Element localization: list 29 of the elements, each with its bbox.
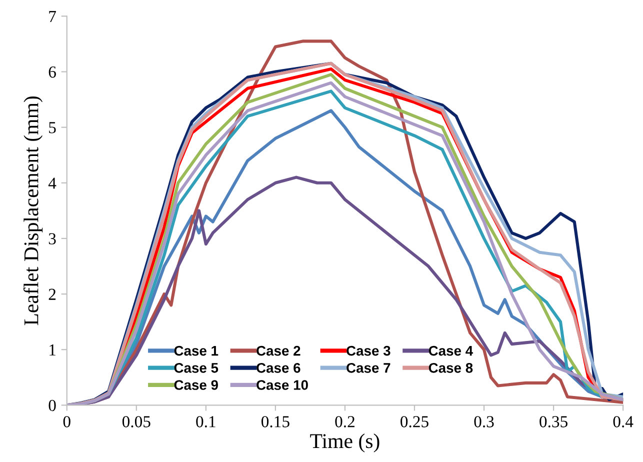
y-tick-label: 4 bbox=[48, 178, 56, 189]
legend-label: Case 8 bbox=[428, 362, 473, 373]
legend-label: Case 2 bbox=[256, 346, 300, 356]
legend-label: Case 7 bbox=[346, 362, 390, 373]
legend-label: Case 6 bbox=[256, 362, 300, 373]
y-tick-label: 6 bbox=[48, 66, 56, 78]
y-tick-label: 5 bbox=[49, 122, 56, 134]
x-tick-label: 0.2 bbox=[335, 416, 354, 428]
x-tick-label: 0.25 bbox=[400, 416, 428, 428]
x-tick-label: 0.15 bbox=[261, 416, 290, 428]
legend-label: Case 3 bbox=[346, 346, 390, 356]
x-tick-label: 0.4 bbox=[613, 416, 634, 428]
legend-label: Case 10 bbox=[256, 380, 308, 390]
x-tick-label: 0 bbox=[63, 416, 70, 428]
legend-label: Case 4 bbox=[428, 346, 474, 356]
y-tick-label: 7 bbox=[49, 11, 56, 22]
x-tick-label: 0.1 bbox=[196, 416, 216, 428]
x-axis-title: Time (s) bbox=[310, 433, 380, 452]
x-tick-label: 0.3 bbox=[474, 416, 494, 428]
y-tick-label: 0 bbox=[48, 400, 56, 412]
legend-label: Case 5 bbox=[174, 362, 218, 373]
x-tick-label: 0.35 bbox=[540, 416, 568, 428]
y-axis-title: Leaflet Displacement (mm) bbox=[23, 96, 43, 326]
x-tick-label: 0.05 bbox=[122, 416, 150, 428]
y-tick-label: 1 bbox=[50, 344, 56, 356]
legend-label: Case 1 bbox=[174, 346, 218, 356]
y-tick-label: 3 bbox=[48, 233, 56, 244]
y-tick-label: 2 bbox=[48, 288, 56, 300]
legend-label: Case 9 bbox=[174, 380, 218, 390]
